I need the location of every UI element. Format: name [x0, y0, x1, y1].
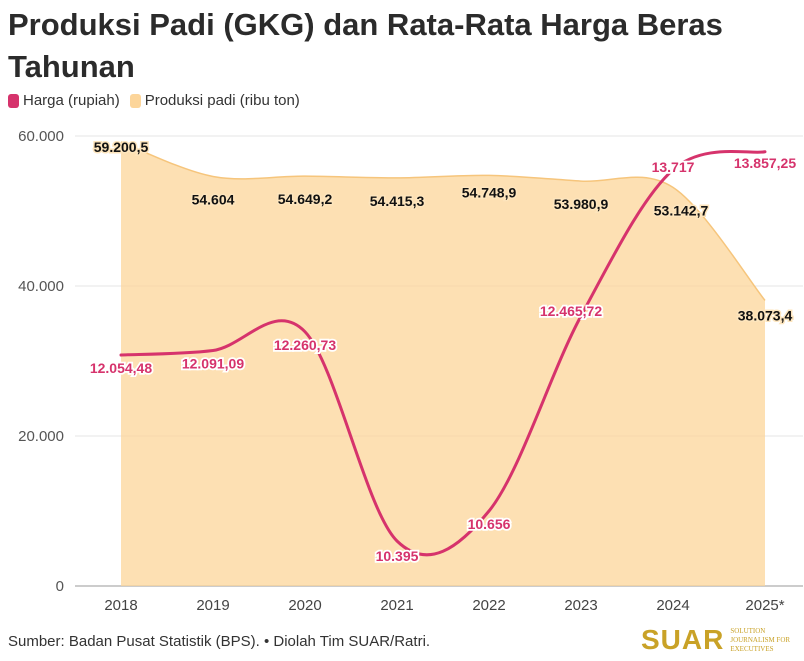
- area-data-label: 38.073,4: [738, 307, 793, 323]
- x-tick-label: 2025*: [745, 597, 784, 614]
- legend: Harga (rupiah) Produksi padi (ribu ton): [8, 92, 310, 109]
- y-tick-label: 0: [56, 578, 64, 595]
- x-tick-label: 2022: [472, 597, 505, 614]
- legend-label-produksi: Produksi padi (ribu ton): [144, 92, 300, 109]
- y-tick-label: 20.000: [18, 428, 64, 445]
- legend-item-produksi[interactable]: Produksi padi (ribu ton): [129, 92, 300, 109]
- line-data-label: 13.857,25: [734, 155, 796, 171]
- brand-logo: SUAR SOLUTION JOURNALISM FOR EXECUTIVES: [641, 624, 802, 656]
- line-data-label: 12.091,09: [182, 356, 244, 372]
- area-data-label: 54.604: [192, 191, 235, 207]
- source-note: Sumber: Badan Pusat Statistik (BPS). • D…: [8, 633, 431, 650]
- brand-name: SUAR: [641, 624, 725, 655]
- line-data-label: 12.054,48: [90, 360, 152, 376]
- chart-title: Produksi Padi (GKG) dan Rata-Rata Harga …: [8, 7, 723, 84]
- line-data-label: 10.656: [468, 516, 511, 532]
- area-data-label: 59.200,5: [94, 139, 149, 155]
- line-data-label: 10.395: [376, 548, 419, 564]
- area-data-label: 54.415,3: [370, 193, 425, 209]
- area-data-label: 53.142,7: [654, 202, 709, 218]
- legend-swatch-harga: [8, 93, 19, 108]
- area-produksi: [121, 141, 765, 586]
- x-tick-label: 2023: [564, 597, 597, 614]
- line-harga: [119, 149, 767, 557]
- area-data-label: 54.748,9: [462, 184, 517, 200]
- line-data-label: 12.260,73: [274, 337, 336, 353]
- area-produksi-outline: [120, 141, 766, 301]
- x-tick-label: 2019: [196, 597, 229, 614]
- line-data-label: 12.465,72: [540, 303, 602, 319]
- x-tick-label: 2018: [104, 597, 137, 614]
- x-tick-label: 2021: [380, 597, 413, 614]
- x-tick-label: 2024: [656, 597, 689, 614]
- y-tick-label: 40.000: [18, 278, 64, 295]
- y-tick-label: 60.000: [18, 128, 64, 145]
- x-tick-label: 2020: [288, 597, 321, 614]
- area-data-label: 53.980,9: [554, 196, 609, 212]
- legend-swatch-produksi: [129, 93, 141, 108]
- area-data-label: 54.649,2: [278, 191, 333, 207]
- line-data-label: 13.717: [652, 159, 695, 175]
- legend-label-harga: Harga (rupiah): [23, 92, 120, 109]
- brand-tagline: SOLUTION JOURNALISM FOR EXECUTIVES: [730, 626, 791, 653]
- legend-item-harga[interactable]: Harga (rupiah): [8, 92, 120, 109]
